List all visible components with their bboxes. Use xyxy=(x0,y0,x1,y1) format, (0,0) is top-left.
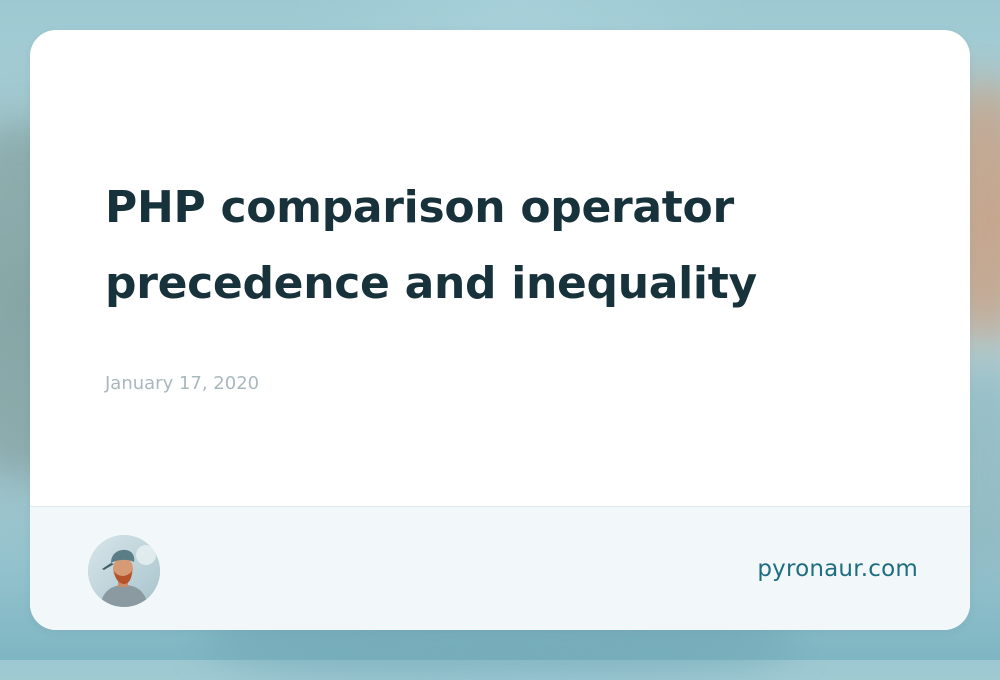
post-card-footer: pyronaur.com xyxy=(30,506,970,630)
author-avatar-icon xyxy=(88,535,160,607)
author-avatar-image xyxy=(88,535,160,607)
post-title: PHP comparison operator precedence and i… xyxy=(105,182,757,309)
post-card-body: PHP comparison operator precedence and i… xyxy=(30,30,970,506)
site-link[interactable]: pyronaur.com xyxy=(757,556,918,582)
post-date: January 17, 2020 xyxy=(105,373,260,394)
post-card: PHP comparison operator precedence and i… xyxy=(30,30,970,630)
